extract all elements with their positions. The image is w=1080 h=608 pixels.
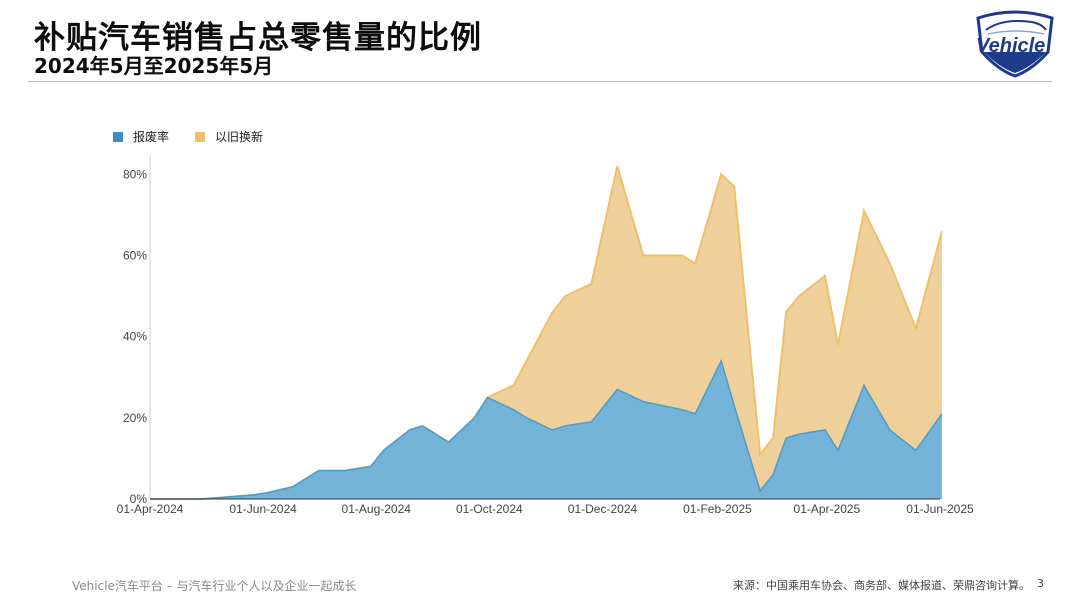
- page-number: 3: [1037, 577, 1044, 590]
- legend-swatch-scrap: [113, 131, 123, 142]
- legend-label-tradein: 以旧换新: [215, 130, 264, 144]
- x-tick-label: 01-Jun-2025: [906, 502, 974, 516]
- x-tick-label: 01-Apr-2025: [794, 502, 861, 516]
- x-tick-label: 01-Dec-2024: [568, 502, 638, 516]
- vehicle-logo: Vehicle: [976, 10, 1054, 78]
- chart-legend: 报废率 以旧换新: [113, 128, 289, 145]
- legend-swatch-tradein: [195, 131, 206, 142]
- footer-tagline: Vehicle汽车平台 – 与汽车行业个人以及企业一起成长: [72, 579, 357, 593]
- legend-item-scrap: 报废率: [113, 128, 169, 145]
- y-tick-label: 80%: [123, 167, 147, 181]
- series-line-scrap: [150, 358, 943, 500]
- header-divider: [28, 81, 1052, 82]
- x-tick-label: 01-Apr-2024: [117, 502, 184, 516]
- x-tick-label: 01-Feb-2025: [683, 502, 752, 516]
- stacked-area-chart: 0% 20% 40% 60% 80% 01-Apr-2024 01-Jun-2024 01-A…: [117, 154, 974, 516]
- x-tick-label: 01-Oct-2024: [456, 502, 523, 516]
- legend-item-tradein: 以旧换新: [195, 128, 263, 145]
- series-area-tradein: [150, 166, 942, 499]
- y-tick-label: 20%: [123, 411, 147, 425]
- series-area-scrap: [150, 361, 942, 499]
- x-tick-label: 01-Jun-2024: [229, 502, 297, 516]
- legend-label-scrap: 报废率: [133, 130, 170, 144]
- y-tick-label: 40%: [123, 330, 147, 344]
- y-tick-label: 60%: [123, 248, 147, 262]
- y-tick-label: 0%: [130, 492, 148, 506]
- x-tick-label: 01-Aug-2024: [342, 502, 412, 516]
- footer-source: 来源：中国乘用车协会、商务部、媒体报道、荣鼎咨询计算。: [733, 579, 1030, 592]
- page-title: 补贴汽车销售占总零售量的比例: [34, 20, 482, 56]
- logo-text: Vehicle: [976, 35, 1045, 57]
- page-subtitle: 2024年5月至2025年5月: [34, 54, 274, 78]
